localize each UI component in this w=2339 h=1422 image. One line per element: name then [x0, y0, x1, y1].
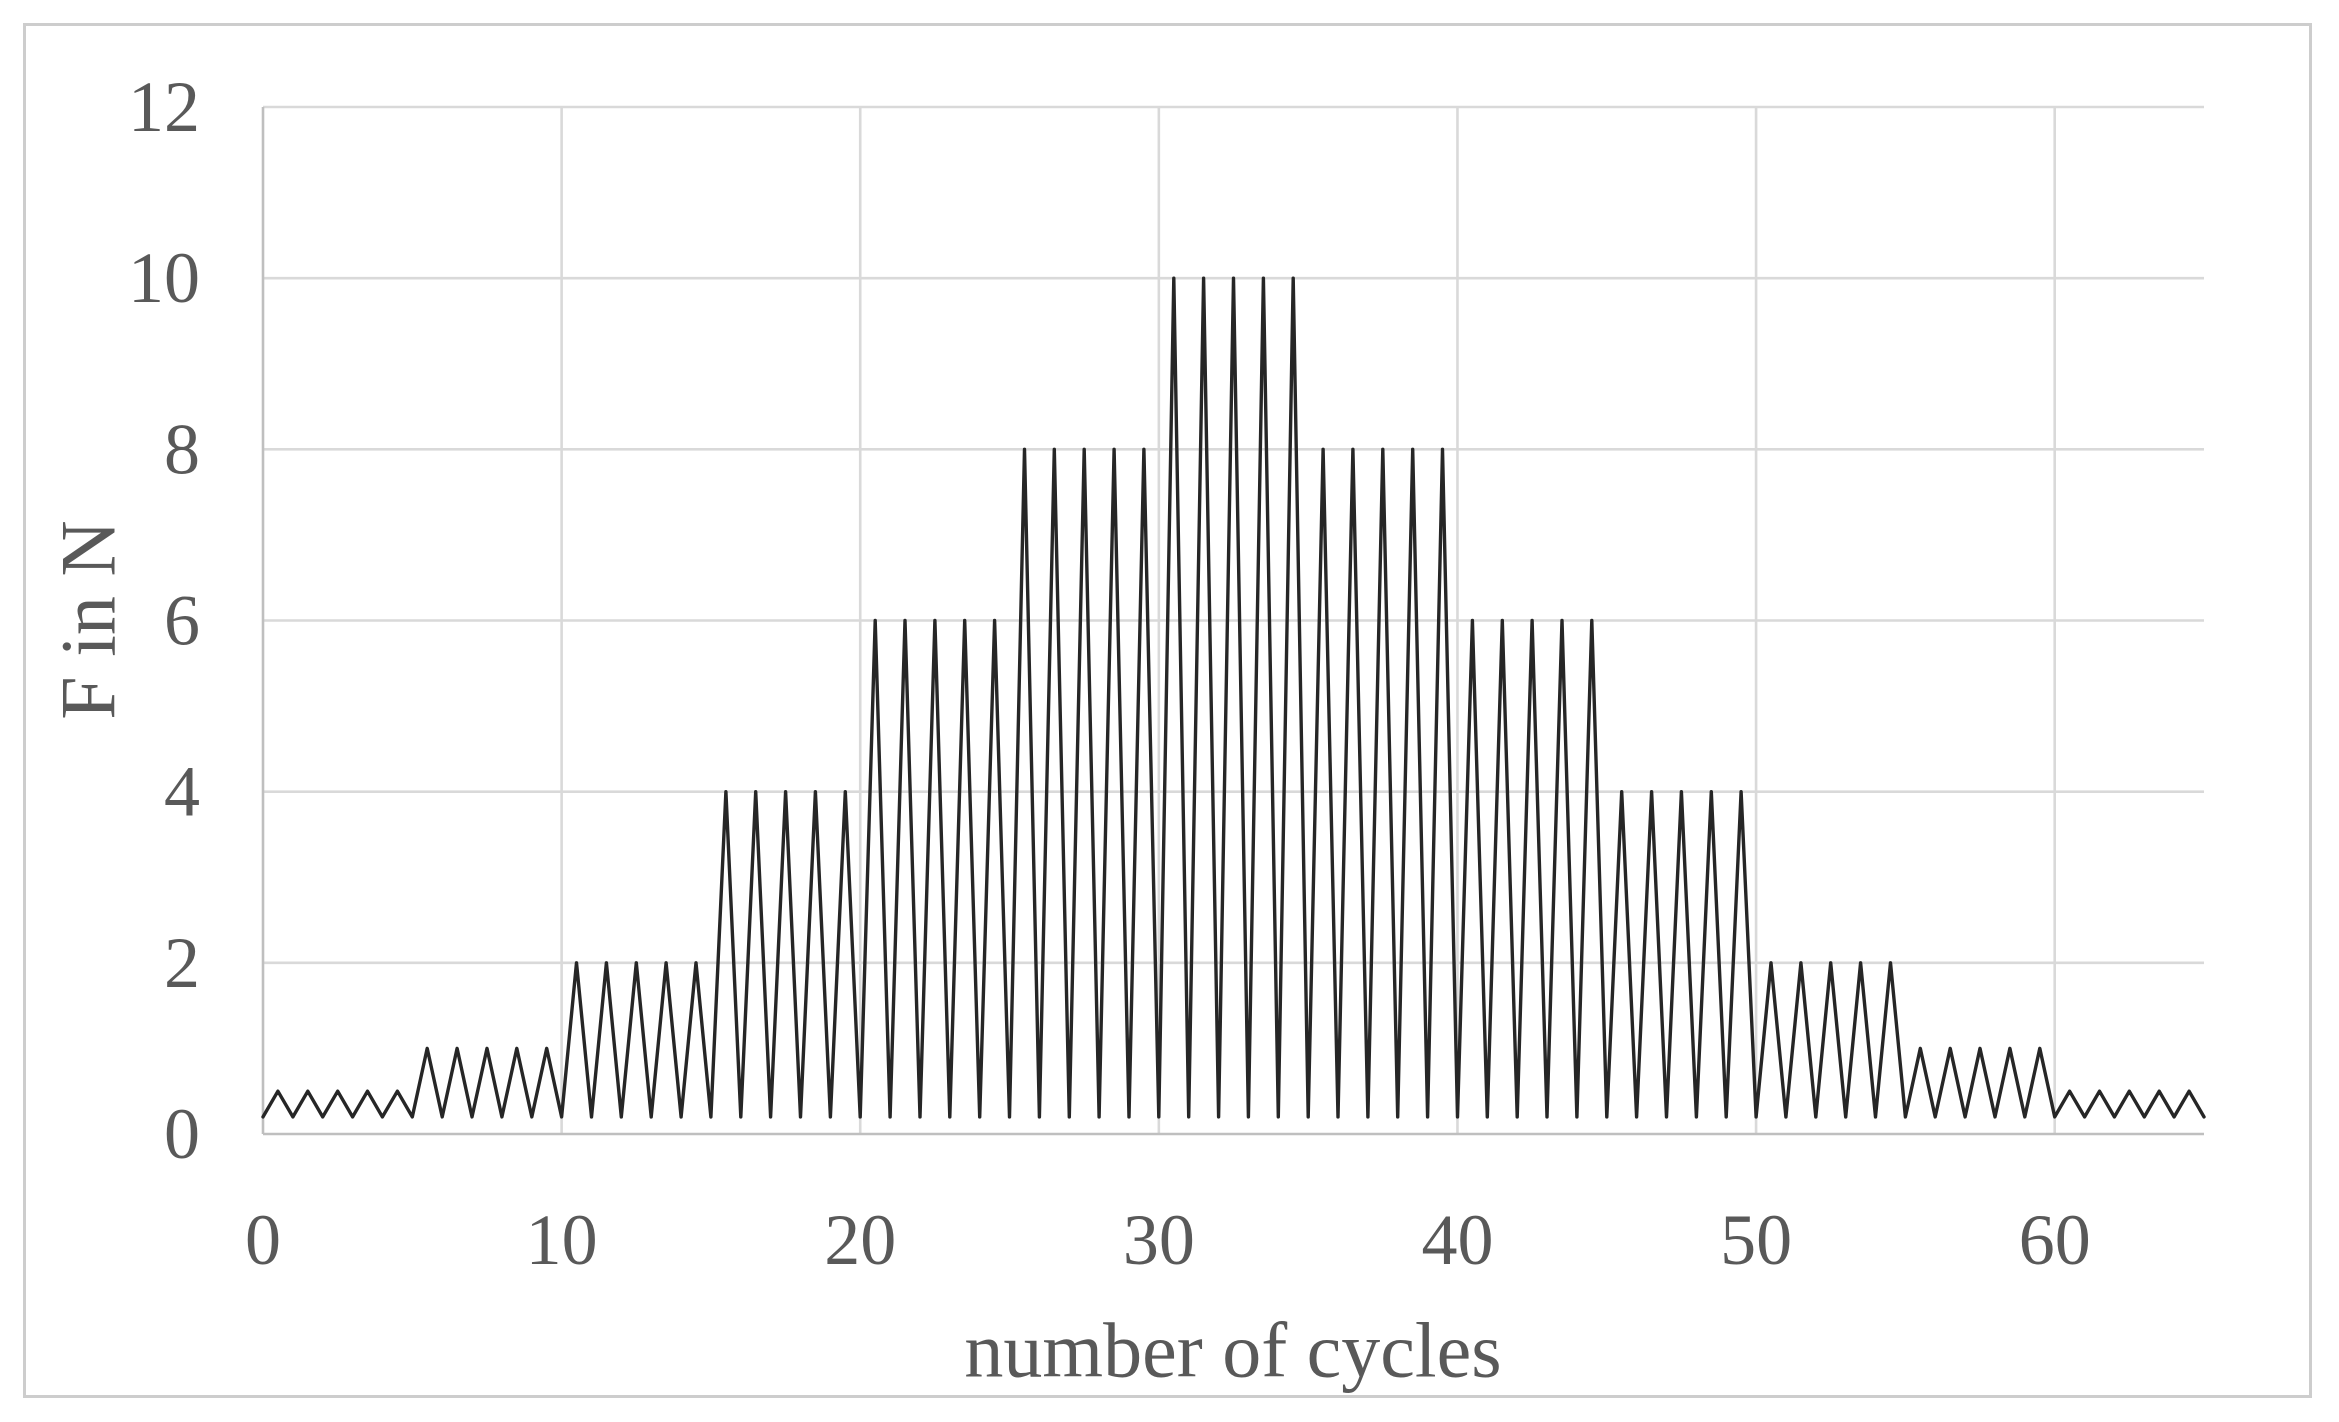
y-tick-label-8: 8 [164, 409, 200, 489]
y-tick-labels: 0 2 4 6 8 10 12 [128, 67, 200, 1174]
y-tick-label-4: 4 [164, 752, 200, 832]
x-tick-label-60: 60 [2019, 1200, 2091, 1280]
x-tick-label-30: 30 [1123, 1200, 1195, 1280]
y-tick-label-10: 10 [128, 238, 200, 318]
y-tick-label-6: 6 [164, 581, 200, 661]
x-tick-label-10: 10 [526, 1200, 598, 1280]
y-tick-label-0: 0 [164, 1094, 200, 1174]
x-tick-label-40: 40 [1421, 1200, 1493, 1280]
x-tick-label-0: 0 [245, 1200, 281, 1280]
y-axis-title: F in N [45, 520, 132, 719]
x-axis-title: number of cycles [964, 1307, 1501, 1394]
x-tick-label-20: 20 [824, 1200, 896, 1280]
x-tick-label-50: 50 [1720, 1200, 1792, 1280]
y-tick-label-12: 12 [128, 67, 200, 147]
x-tick-labels: 0 10 20 30 40 50 60 [245, 1200, 2091, 1280]
gridlines [263, 105, 2204, 1134]
series-line [261, 276, 2206, 1119]
y-tick-label-2: 2 [164, 923, 200, 1003]
axis-lines [261, 107, 2204, 1136]
